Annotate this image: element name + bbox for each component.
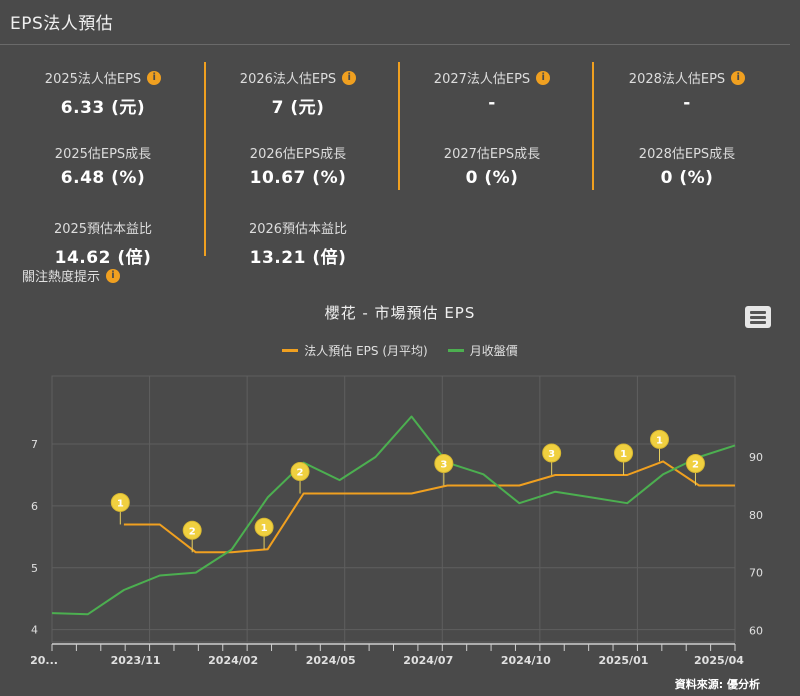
stat-value: 0 (%) <box>465 168 519 188</box>
eps-chart: 4 5 6 7 60 70 80 90 20... 2023/11 2024/02 2024/05 20… <box>30 375 763 667</box>
stat-column-2028: 2028法人估EPS i - 2028估EPS成長 0 (%) <box>592 58 782 208</box>
stat-label: 2028法人估EPS <box>628 72 726 87</box>
stat-label: 2025預估本益比 <box>53 222 153 237</box>
stat-growth-2026: 2026估EPS成長 10.67 (%) <box>203 143 393 208</box>
attention-flag-marker <box>614 443 634 463</box>
stat-growth-2027: 2027估EPS成長 0 (%) <box>397 143 587 208</box>
stat-growth-2028: 2028估EPS成長 0 (%) <box>592 143 782 208</box>
stat-label: 2026估EPS成長 <box>249 147 347 162</box>
chart-menu-button[interactable] <box>745 306 771 328</box>
attention-flag-marker <box>110 492 130 512</box>
stat-value: 0 (%) <box>660 168 714 188</box>
y-right-tick-label: 70 <box>749 567 763 580</box>
flag-label: 1 <box>261 523 268 534</box>
info-icon[interactable]: i <box>731 70 746 85</box>
attention-hint: 關注熱度提示 i <box>22 266 121 285</box>
stat-column-2026: 2026法人估EPS i 7 (元) 2026估EPS成長 10.67 (%) … <box>203 58 393 283</box>
attention-flag-marker <box>542 443 562 463</box>
hint-label: 關注熱度提示 <box>22 270 101 285</box>
stat-label: 2025估EPS成長 <box>54 147 152 162</box>
stat-value: - <box>683 93 691 113</box>
x-tick-label: 2025/01 <box>598 654 648 667</box>
stat-eps-2027: 2027法人估EPS i - <box>397 68 587 133</box>
x-tick-label: 2024/07 <box>403 654 453 667</box>
flag-label: 1 <box>656 435 663 446</box>
stat-eps-2025: 2025法人估EPS i 6.33 (元) <box>8 68 198 133</box>
stat-value: - <box>488 93 496 113</box>
stat-pe-2026: 2026預估本益比 13.21 (倍) <box>203 218 393 283</box>
stat-label: 2027估EPS成長 <box>443 147 541 162</box>
stat-value: 6.48 (%) <box>60 168 146 188</box>
column-divider <box>204 62 206 256</box>
stat-label: 2026法人估EPS <box>239 72 337 87</box>
stat-growth-2025: 2025估EPS成長 6.48 (%) <box>8 143 198 208</box>
y-left-tick-label: 4 <box>31 624 38 637</box>
chart-title: 櫻花 - 市場預估 EPS <box>324 304 476 322</box>
info-icon[interactable]: i <box>106 268 121 283</box>
chart-legend: 法人預估 EPS (月平均) 月收盤價 <box>0 342 800 359</box>
stat-value: 14.62 (倍) <box>54 248 152 268</box>
y-right-tick-label: 60 <box>749 624 763 637</box>
eps-series-line <box>123 460 735 554</box>
column-divider <box>398 62 400 190</box>
flag-label: 1 <box>117 498 124 509</box>
flag-label: 1 <box>620 449 627 460</box>
flag-label: 2 <box>189 526 196 537</box>
info-icon[interactable]: i <box>536 70 551 85</box>
data-source: 資料來源: 優分析 <box>674 678 760 691</box>
legend-label: 法人預估 EPS (月平均) <box>304 344 428 358</box>
attention-flag-marker <box>182 520 202 540</box>
stat-label: 2026預估本益比 <box>248 222 348 237</box>
attention-flag-marker <box>650 429 670 449</box>
stat-value: 6.33 (元) <box>60 98 146 118</box>
y-right-tick-label: 90 <box>749 451 763 464</box>
stat-value: 7 (元) <box>271 98 325 118</box>
x-tick-label: 2025/04 <box>694 654 744 667</box>
y-left-tick-label: 7 <box>31 438 38 451</box>
stat-column-2025: 2025法人估EPS i 6.33 (元) 2025估EPS成長 6.48 (%… <box>8 58 198 283</box>
x-tick-label: 20... <box>30 654 58 667</box>
stat-pe-2025: 2025預估本益比 14.62 (倍) <box>8 218 198 283</box>
legend-item-eps[interactable]: 法人預估 EPS (月平均) <box>282 342 428 359</box>
stat-value: 10.67 (%) <box>249 168 347 188</box>
info-icon[interactable]: i <box>342 70 357 85</box>
legend-swatch-eps <box>282 349 299 352</box>
x-tick-label: 2024/10 <box>501 654 551 667</box>
stat-label: 2027法人估EPS <box>433 72 531 87</box>
attention-flag-marker <box>290 462 310 482</box>
flag-label: 2 <box>297 468 304 479</box>
legend-label: 月收盤價 <box>469 344 518 358</box>
plot-frame <box>51 375 736 643</box>
stat-eps-2028: 2028法人估EPS i - <box>592 68 782 133</box>
y-right-tick-label: 80 <box>749 509 763 522</box>
stat-eps-2026: 2026法人估EPS i 7 (元) <box>203 68 393 133</box>
info-icon[interactable]: i <box>147 70 162 85</box>
x-tick-label: 2023/11 <box>111 654 161 667</box>
flag-label: 3 <box>440 459 447 470</box>
attention-flag-marker <box>434 453 454 473</box>
y-left-tick-label: 5 <box>31 562 38 575</box>
legend-swatch-price <box>447 349 464 352</box>
x-tick-label: 2024/02 <box>208 654 258 667</box>
stat-column-2027: 2027法人估EPS i - 2027估EPS成長 0 (%) <box>397 58 587 208</box>
attention-flag-marker <box>685 453 705 473</box>
stat-label: 2028估EPS成長 <box>638 147 736 162</box>
column-divider <box>592 62 594 190</box>
price-series-line <box>51 415 736 616</box>
flag-label: 3 <box>548 449 555 460</box>
page-title: EPS法人預估 <box>10 14 114 34</box>
stat-label: 2025法人估EPS <box>44 72 142 87</box>
legend-item-price[interactable]: 月收盤價 <box>447 342 518 359</box>
header-divider <box>0 44 790 45</box>
y-left-tick-label: 6 <box>31 500 38 513</box>
stat-value: 13.21 (倍) <box>249 248 347 268</box>
x-tick-label: 2024/05 <box>306 654 356 667</box>
flag-label: 2 <box>692 459 699 470</box>
attention-flag-marker <box>254 517 274 537</box>
